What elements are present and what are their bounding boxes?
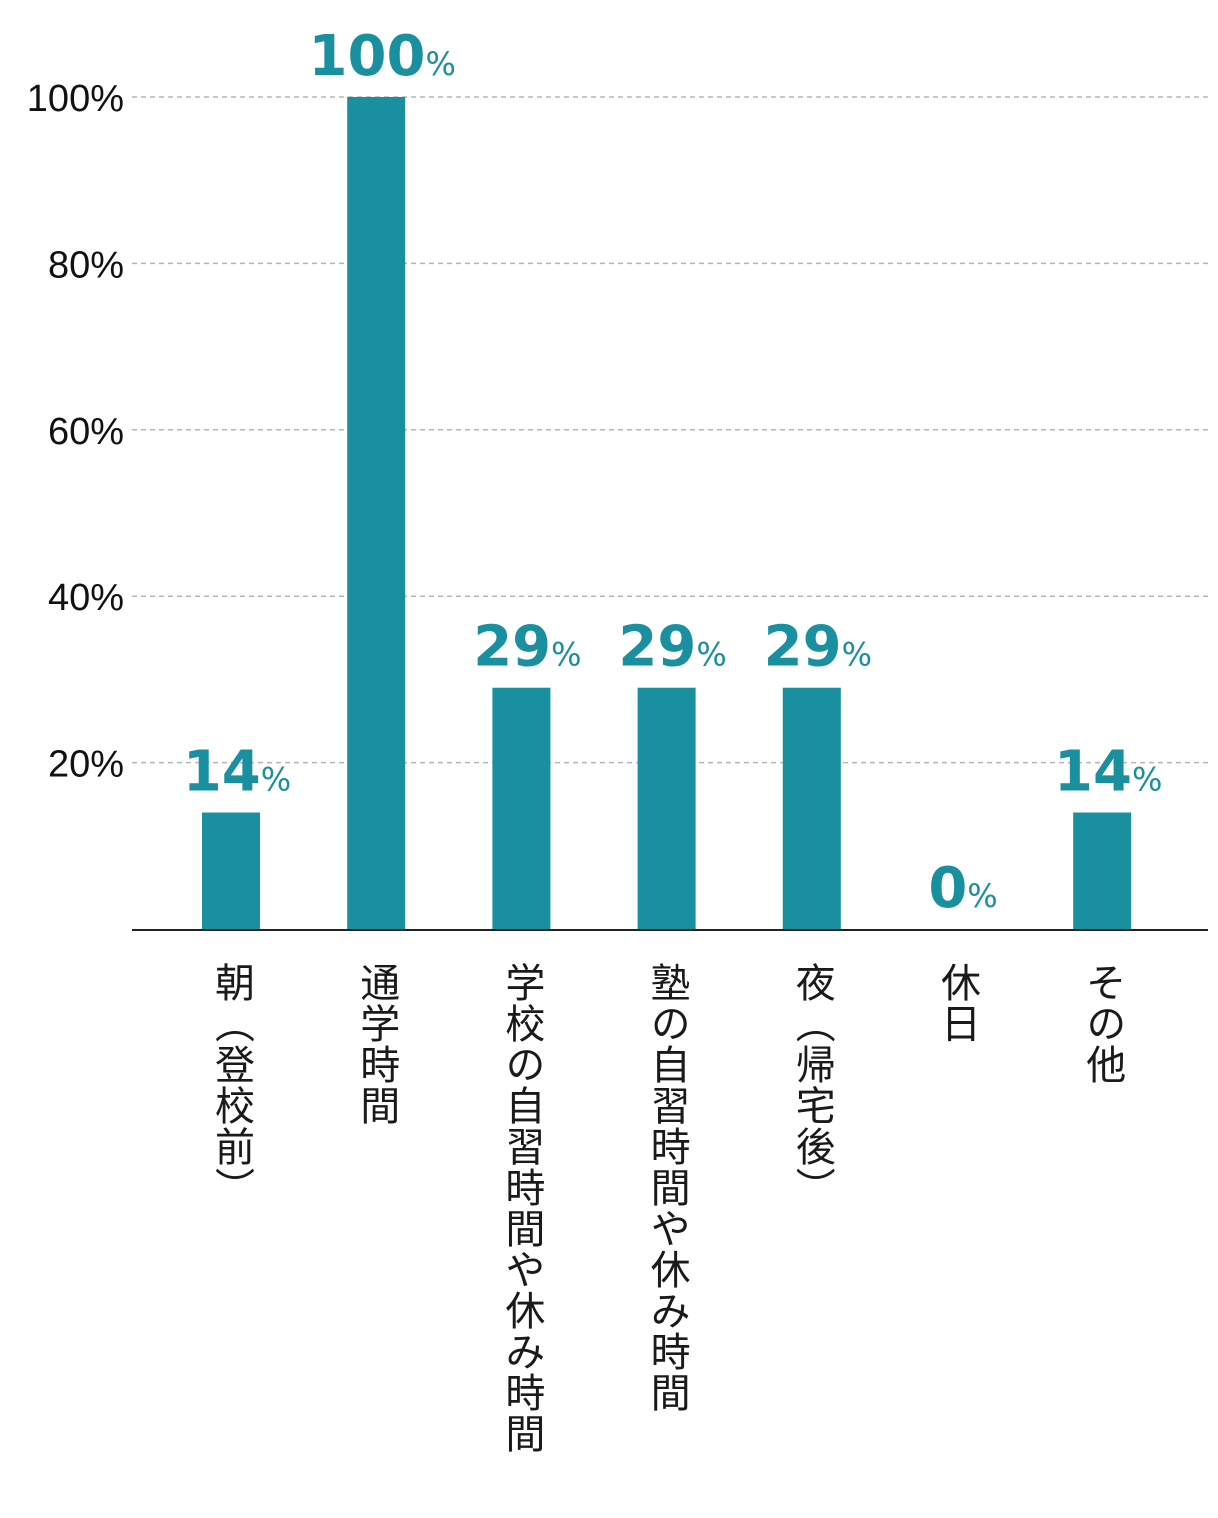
bar-value-number: 29 — [473, 615, 551, 680]
y-tick-label: 60% — [48, 411, 124, 453]
bar-value-number: 14 — [183, 740, 261, 805]
x-category-label: 塾の自習時間や休み時間 — [643, 962, 690, 1413]
bar — [637, 687, 696, 929]
bar-value-number: 14 — [1054, 740, 1132, 805]
bar — [202, 812, 260, 929]
bar-value-number: 29 — [618, 615, 696, 680]
bar — [492, 687, 551, 929]
y-tick-label: 20% — [48, 744, 124, 786]
bar-value-label: 29% — [618, 615, 726, 680]
x-category-label: 休日 — [934, 962, 980, 1044]
bar-value-label: 0% — [928, 856, 997, 921]
x-category-label: 通学時間 — [353, 962, 400, 1126]
bar — [347, 97, 406, 929]
bar-value-label: 14% — [1054, 740, 1162, 805]
bar-value-label: 29% — [764, 615, 872, 680]
x-category-label: 朝（登校前） — [208, 962, 254, 1208]
y-tick-label: 100% — [27, 78, 124, 120]
x-category-label: その他 — [1079, 962, 1126, 1085]
x-category-label: 夜（帰宅後） — [788, 962, 835, 1208]
bar-value-label: 29% — [473, 615, 581, 680]
bar-value-label: 14% — [183, 740, 291, 805]
y-tick-label: 40% — [48, 577, 124, 619]
bar — [782, 687, 841, 929]
bar-value-unit: % — [842, 636, 872, 674]
x-category-label: 学校の自習時間や休み時間 — [498, 962, 545, 1454]
bar-value-unit: % — [261, 761, 291, 799]
bar-value-unit: % — [425, 45, 455, 83]
bar-value-unit: % — [551, 636, 581, 674]
bar-value-number: 0 — [928, 856, 967, 921]
y-tick-label: 80% — [48, 244, 124, 286]
bar-value-label: 100% — [309, 24, 456, 89]
bar-value-number: 100 — [309, 24, 426, 89]
bar-value-unit: % — [1132, 761, 1162, 799]
bar — [1073, 812, 1132, 929]
bar-value-number: 29 — [764, 615, 842, 680]
bar-value-unit: % — [696, 636, 726, 674]
bar-value-unit: % — [967, 877, 997, 915]
